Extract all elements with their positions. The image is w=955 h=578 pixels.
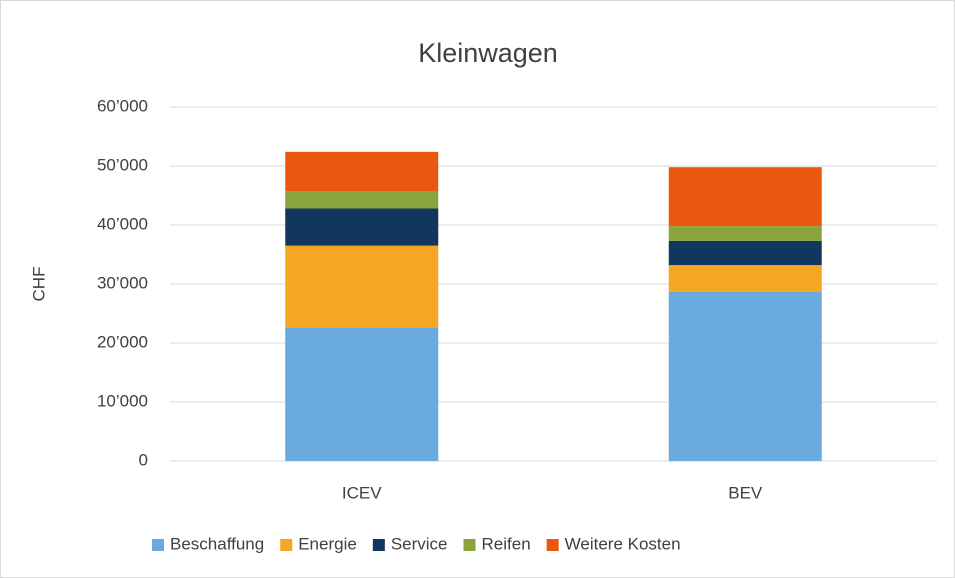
legend-swatch (280, 539, 293, 551)
y-axis-label: CHF (29, 267, 48, 302)
bar-segment (668, 167, 822, 227)
bar-segment (668, 291, 822, 461)
legend-swatch (546, 539, 559, 551)
y-tick-label: 60’000 (97, 96, 148, 115)
legend-label: Reifen (482, 534, 531, 553)
legend-label: Energie (298, 534, 357, 553)
y-tick-label: 0 (139, 450, 148, 469)
bar-segment (285, 191, 439, 209)
y-tick-label: 40’000 (97, 214, 148, 233)
legend-label: Beschaffung (170, 534, 264, 553)
x-tick-label: BEV (728, 483, 763, 502)
y-tick-label: 30’000 (97, 273, 148, 292)
bar-segment (285, 245, 439, 328)
bar-segment (285, 208, 439, 246)
bar-segment (668, 226, 822, 241)
legend-swatch (372, 539, 385, 551)
legend-label: Service (391, 534, 448, 553)
legend-label: Weitere Kosten (565, 534, 681, 553)
y-tick-label: 50’000 (97, 155, 148, 174)
y-tick-label: 20’000 (97, 332, 148, 351)
bar-segment (285, 151, 439, 192)
x-tick-label: ICEV (342, 483, 382, 502)
legend-swatch (152, 539, 164, 551)
bar-segment (668, 265, 822, 292)
chart-title: Kleinwagen (418, 38, 558, 68)
bar-segment (668, 240, 822, 266)
legend-swatch (463, 539, 476, 551)
bar-segment (285, 327, 439, 461)
y-tick-label: 10’000 (97, 391, 148, 410)
